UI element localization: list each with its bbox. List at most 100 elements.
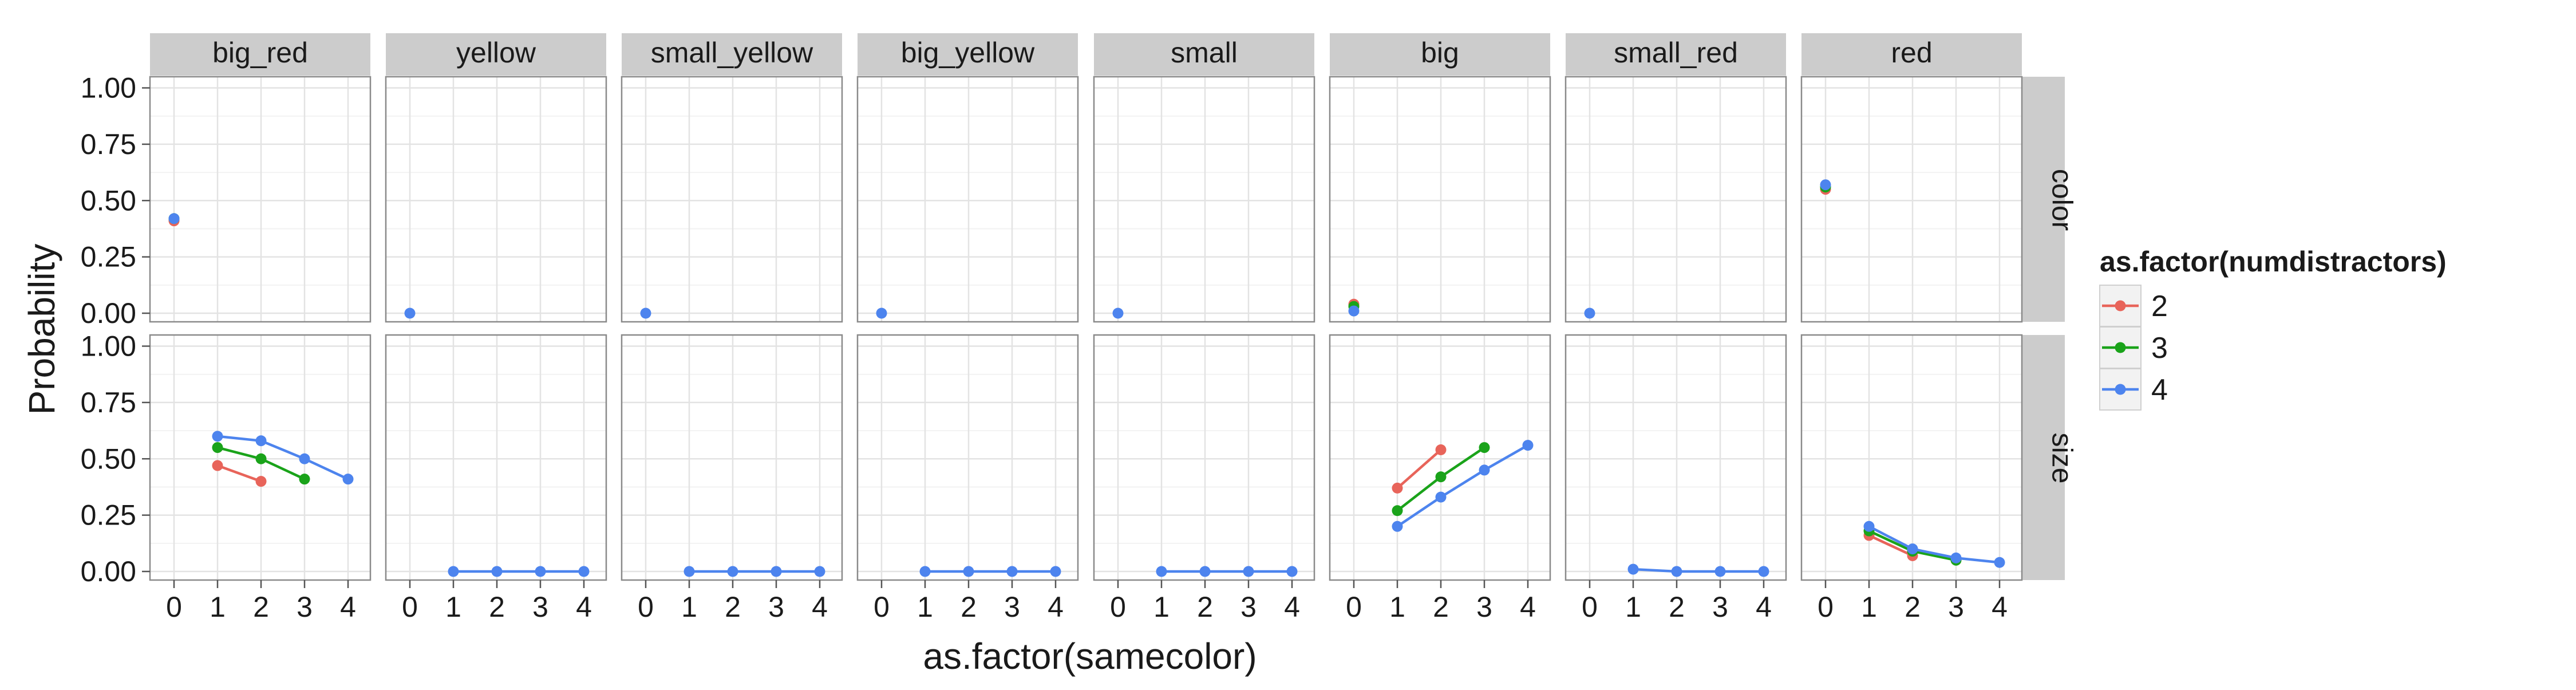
- data-point: [212, 442, 223, 454]
- facet-strip-yellow: [386, 33, 606, 76]
- legend-label: 2: [2151, 290, 2168, 323]
- data-point: [1671, 566, 1682, 577]
- x-tick-label: 4: [1284, 591, 1300, 623]
- y-axis-title: Probability: [21, 244, 62, 415]
- panel-border: [621, 76, 843, 323]
- facet-strip-big_red: [150, 33, 370, 76]
- data-point: [1392, 521, 1403, 532]
- panel-border: [1564, 334, 1787, 581]
- x-tick-label: 1: [681, 591, 697, 623]
- y-tick-label: 0.25: [81, 241, 136, 273]
- x-tick-label: 2: [1669, 591, 1685, 623]
- panel-background: [1801, 335, 2022, 580]
- data-point: [1006, 566, 1018, 577]
- panel-background: [858, 77, 1078, 322]
- data-point: [727, 566, 738, 577]
- data-point: [1392, 505, 1403, 516]
- row-strip-label: color: [2046, 169, 2079, 231]
- data-point: [771, 566, 782, 577]
- data-point: [1479, 464, 1490, 476]
- panel-background: [1801, 77, 2022, 322]
- panel-border: [385, 76, 607, 323]
- y-tick-label: 1.00: [81, 330, 136, 362]
- series-line: [1868, 534, 1913, 557]
- data-point: [1863, 521, 1875, 532]
- row-strip-color: [2022, 77, 2065, 322]
- data-point: [255, 435, 267, 447]
- series-line: [1396, 444, 1529, 528]
- data-point: [683, 566, 695, 577]
- panel-border: [621, 334, 843, 581]
- x-tick-label: 1: [1389, 591, 1405, 623]
- panel-background: [1566, 335, 1786, 580]
- legend-title: as.factor(numdistractors): [2100, 246, 2447, 278]
- y-tick-label: 0.50: [81, 184, 136, 216]
- x-axis-title: as.factor(samecolor): [923, 636, 1257, 677]
- panel-border: [1329, 334, 1551, 581]
- x-tick-label: 4: [812, 591, 828, 623]
- x-tick-label: 0: [638, 591, 654, 623]
- x-tick-label: 1: [1153, 591, 1170, 623]
- data-point: [1994, 557, 2005, 568]
- data-point: [1479, 442, 1490, 454]
- x-tick-label: 3: [1004, 591, 1020, 623]
- panel-background: [1566, 77, 1786, 322]
- data-point: [255, 476, 267, 487]
- x-tick-label: 3: [1240, 591, 1257, 623]
- series-line: [1396, 448, 1442, 490]
- x-tick-label: 0: [402, 591, 418, 623]
- row-strip-label: size: [2046, 433, 2079, 484]
- data-point: [1950, 552, 1962, 563]
- data-point: [1156, 566, 1167, 577]
- y-tick-label: 0.00: [81, 555, 136, 588]
- data-point: [1435, 471, 1447, 483]
- facet-strip-small_yellow: [622, 33, 842, 76]
- facet-strip-big: [1330, 33, 1550, 76]
- data-point: [299, 474, 310, 485]
- data-point: [212, 460, 223, 471]
- x-tick-label: 2: [1197, 591, 1213, 623]
- panel-background: [622, 335, 842, 580]
- data-point: [1348, 305, 1360, 317]
- x-tick-label: 2: [489, 591, 505, 623]
- x-tick-label: 0: [1582, 591, 1598, 623]
- x-tick-label: 3: [1948, 591, 1964, 623]
- panel-background: [1094, 77, 1314, 322]
- panel-background: [1094, 335, 1314, 580]
- data-point: [1435, 491, 1447, 503]
- data-point: [1714, 566, 1726, 577]
- data-point: [578, 566, 590, 577]
- legend-key-point: [2115, 300, 2126, 312]
- x-tick-label: 0: [1110, 591, 1126, 623]
- panel-border: [385, 334, 607, 581]
- series-line: [217, 464, 262, 483]
- x-tick-label: 4: [1048, 591, 1064, 623]
- panel-border: [149, 334, 372, 581]
- panel-background: [1330, 335, 1550, 580]
- legend-key-point: [2115, 342, 2126, 353]
- x-tick-label: 3: [532, 591, 548, 623]
- x-tick-label: 0: [874, 591, 890, 623]
- panel-background: [1330, 77, 1550, 322]
- x-tick-label: 3: [1712, 591, 1728, 623]
- x-tick-label: 2: [253, 591, 269, 623]
- data-point: [1522, 440, 1534, 451]
- y-tick-label: 0.50: [81, 443, 136, 475]
- x-tick-label: 0: [166, 591, 182, 623]
- y-tick-label: 0.75: [81, 128, 136, 160]
- data-point: [1243, 566, 1254, 577]
- data-point: [1820, 179, 1831, 191]
- data-point: [963, 566, 974, 577]
- panel-background: [386, 77, 606, 322]
- data-point: [448, 566, 459, 577]
- panel-background: [622, 77, 842, 322]
- data-point: [1584, 307, 1595, 319]
- panel-border: [1093, 334, 1315, 581]
- panel-border: [149, 76, 372, 323]
- data-point: [814, 566, 825, 577]
- data-point: [1050, 566, 1061, 577]
- facet-strip-small_red: [1566, 33, 1786, 76]
- facet-strip-big_yellow: [858, 33, 1078, 76]
